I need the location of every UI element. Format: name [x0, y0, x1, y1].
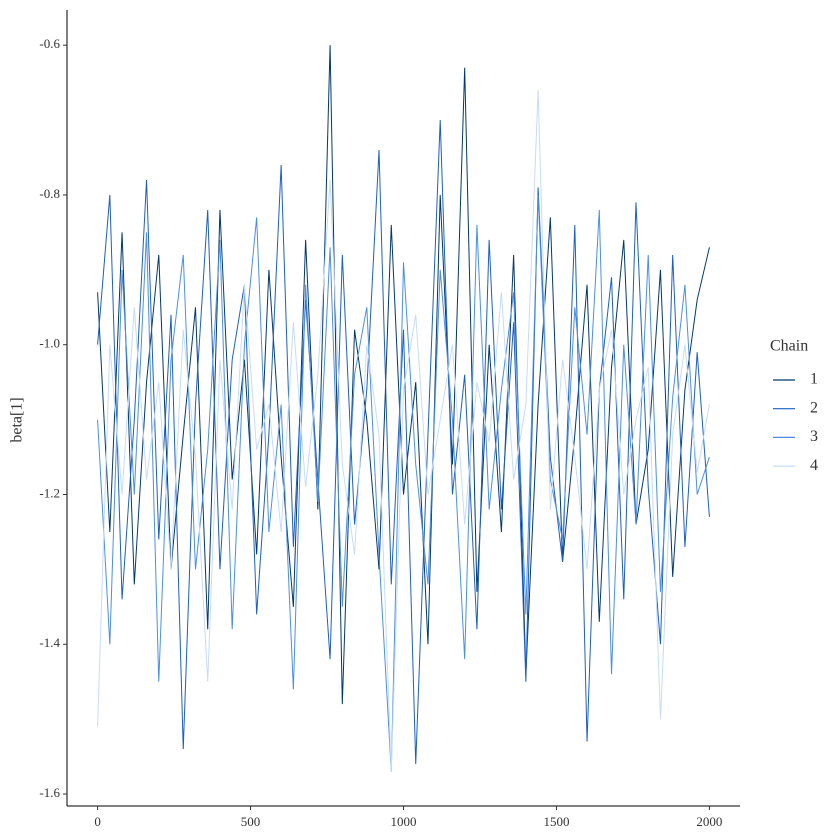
- y-tick-label: -1.2: [39, 485, 60, 500]
- y-tick-label: -1.4: [39, 635, 60, 650]
- legend-label: 2: [810, 399, 818, 416]
- trace-line: [97, 90, 710, 772]
- x-tick-label: 500: [241, 814, 261, 829]
- trace-line: [97, 120, 710, 765]
- legend-title: Chain: [770, 338, 808, 355]
- legend-label: 4: [810, 457, 818, 474]
- x-tick-label: 1500: [543, 814, 569, 829]
- legend-label: 1: [810, 371, 818, 388]
- x-tick-label: 0: [94, 814, 101, 829]
- y-axis-label: beta[1]: [9, 397, 26, 442]
- y-tick-label: -0.8: [39, 186, 60, 201]
- y-tick-label: -0.6: [39, 36, 60, 51]
- y-tick-label: -1.6: [39, 785, 60, 800]
- x-tick-label: 1000: [391, 814, 417, 829]
- y-tick-label: -1.0: [39, 336, 60, 351]
- trace-line: [97, 194, 710, 772]
- trace-line: [97, 45, 710, 705]
- x-tick-label: 2000: [696, 814, 722, 829]
- legend-label: 3: [810, 428, 818, 445]
